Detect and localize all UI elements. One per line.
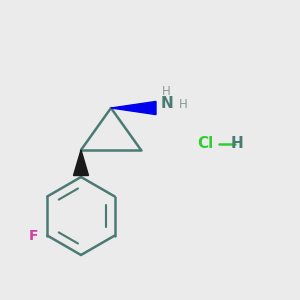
Text: Cl: Cl bbox=[197, 136, 213, 152]
Text: N: N bbox=[160, 96, 173, 111]
Text: F: F bbox=[29, 229, 38, 242]
Polygon shape bbox=[111, 101, 156, 115]
Text: H: H bbox=[162, 85, 171, 98]
Text: H: H bbox=[230, 136, 243, 152]
Text: H: H bbox=[178, 98, 188, 112]
Polygon shape bbox=[74, 150, 88, 176]
